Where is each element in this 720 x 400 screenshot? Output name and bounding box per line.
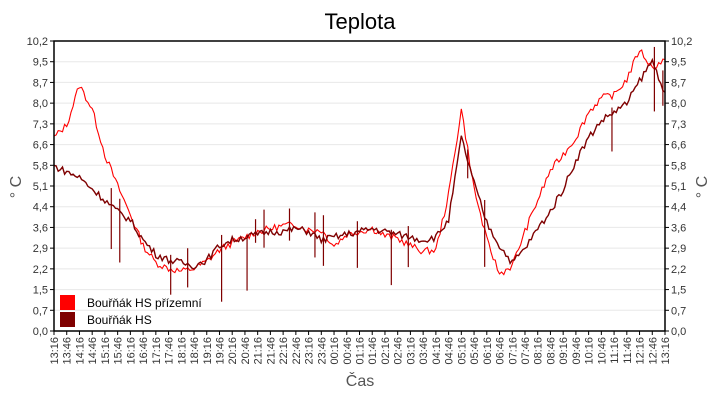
x-tick-label: 01:16 [355,337,367,365]
y-tick-label-right: 1,5 [671,285,686,297]
y-tick-label-right: 8,0 [671,98,686,110]
x-tick-label: 04:46 [444,337,456,365]
x-tick-label: 05:46 [469,337,481,365]
y-tick-label-left: 7,3 [33,119,48,131]
x-tick-label: 21:16 [253,337,265,365]
x-tick-label: 01:46 [367,337,379,365]
y-tick-label-left: 10,2 [27,36,48,48]
y-tick-label-left: 2,2 [33,264,48,276]
y-tick-label-right: 6,6 [671,140,686,152]
x-tick-label: 08:46 [545,337,557,365]
legend-swatch [60,295,75,310]
x-tick-label: 07:46 [520,337,532,365]
x-tick-label: 02:16 [380,337,392,365]
x-tick-label: 06:16 [482,337,494,365]
y-tick-label-left: 3,6 [33,222,48,234]
x-tick-label: 18:16 [176,337,188,365]
x-tick-label: 03:46 [418,337,430,365]
y-tick-label-left: 6,6 [33,140,48,152]
x-tick-label: 00:46 [342,337,354,365]
x-tick-label: 15:16 [100,337,112,365]
y-tick-label-right: 2,9 [671,243,686,255]
x-tick-label: 12:46 [647,337,659,365]
y-axis-label-left: ° C [8,175,25,199]
x-tick-label: 11:16 [609,337,621,364]
y-tick-label-right: 0,0 [671,326,686,338]
series-line [53,57,666,270]
x-tick-label: 00:16 [329,337,341,365]
x-tick-label: 23:46 [316,337,328,365]
x-tick-label: 07:16 [507,337,519,365]
x-tick-label: 15:46 [113,337,125,365]
x-tick-label: 06:46 [495,337,507,365]
x-tick-label: 16:46 [138,337,150,365]
y-tick-label-right: 3,6 [671,222,686,234]
x-tick-label: 13:16 [49,337,61,365]
y-tick-label-right: 7,3 [671,119,686,131]
series-line [53,49,666,276]
y-tick-label-right: 4,4 [671,202,686,214]
y-tick-label-left: 8,0 [33,98,48,110]
y-tick-label-right: 9,5 [671,57,686,69]
x-tick-label: 17:16 [151,337,163,365]
x-tick-label: 17:46 [164,337,176,365]
x-tick-label: 21:46 [265,337,277,365]
legend-label: Bouřňák HS přízemní [87,295,202,310]
x-tick-label: 11:46 [622,337,634,364]
y-tick-label-right: 5,1 [671,181,686,193]
x-tick-label: 03:16 [405,337,417,365]
y-tick-label-right: 10,2 [671,36,692,48]
x-tick-label: 16:16 [125,337,137,365]
y-tick-label-left: 5,8 [33,160,48,172]
legend-item: Bouřňák HS přízemní [60,294,202,311]
y-tick-label-right: 5,8 [671,160,686,172]
x-tick-label: 13:16 [660,337,672,365]
x-tick-label: 05:16 [456,337,468,365]
y-tick-label-left: 8,7 [33,77,48,89]
legend-item: Bouřňák HS [60,311,202,328]
legend-label: Bouřňák HS [87,312,152,327]
x-tick-label: 22:46 [291,337,303,365]
x-tick-label: 04:16 [431,337,443,365]
x-tick-label: 22:16 [278,337,290,365]
x-tick-label: 09:46 [571,337,583,365]
y-tick-label-left: 1,5 [33,285,48,297]
x-tick-label: 19:46 [214,337,226,365]
x-tick-label: 10:46 [596,337,608,365]
y-tick-label-right: 0,7 [671,305,686,317]
y-tick-label-left: 5,1 [33,181,48,193]
x-tick-label: 09:16 [558,337,570,365]
x-tick-label: 14:46 [87,337,99,365]
x-tick-label: 20:46 [240,337,252,365]
x-tick-label: 08:16 [533,337,545,365]
plot-frame [53,40,666,332]
x-tick-label: 19:16 [202,337,214,365]
y-tick-label-left: 4,4 [33,202,48,214]
y-axis-label-right: ° C [694,175,711,199]
y-tick-label-left: 2,9 [33,243,48,255]
legend: Bouřňák HS přízemní Bouřňák HS [60,294,202,328]
x-tick-label: 14:16 [74,337,86,365]
legend-swatch [60,312,75,327]
x-tick-label: 20:16 [227,337,239,365]
y-tick-label-left: 9,5 [33,57,48,69]
x-tick-label: 10:16 [584,337,596,365]
y-tick-label-left: 0,0 [33,326,48,338]
y-tick-label-right: 8,7 [671,77,686,89]
x-axis-label: Čas [345,373,375,390]
y-tick-label-right: 2,2 [671,264,686,276]
x-tick-label: 13:46 [62,337,74,365]
x-tick-label: 12:16 [635,337,647,365]
x-tick-label: 23:16 [304,337,316,365]
y-tick-label-left: 0,7 [33,305,48,317]
x-tick-label: 18:46 [189,337,201,365]
x-tick-label: 02:46 [393,337,405,365]
chart-title: Teplota [324,9,396,34]
